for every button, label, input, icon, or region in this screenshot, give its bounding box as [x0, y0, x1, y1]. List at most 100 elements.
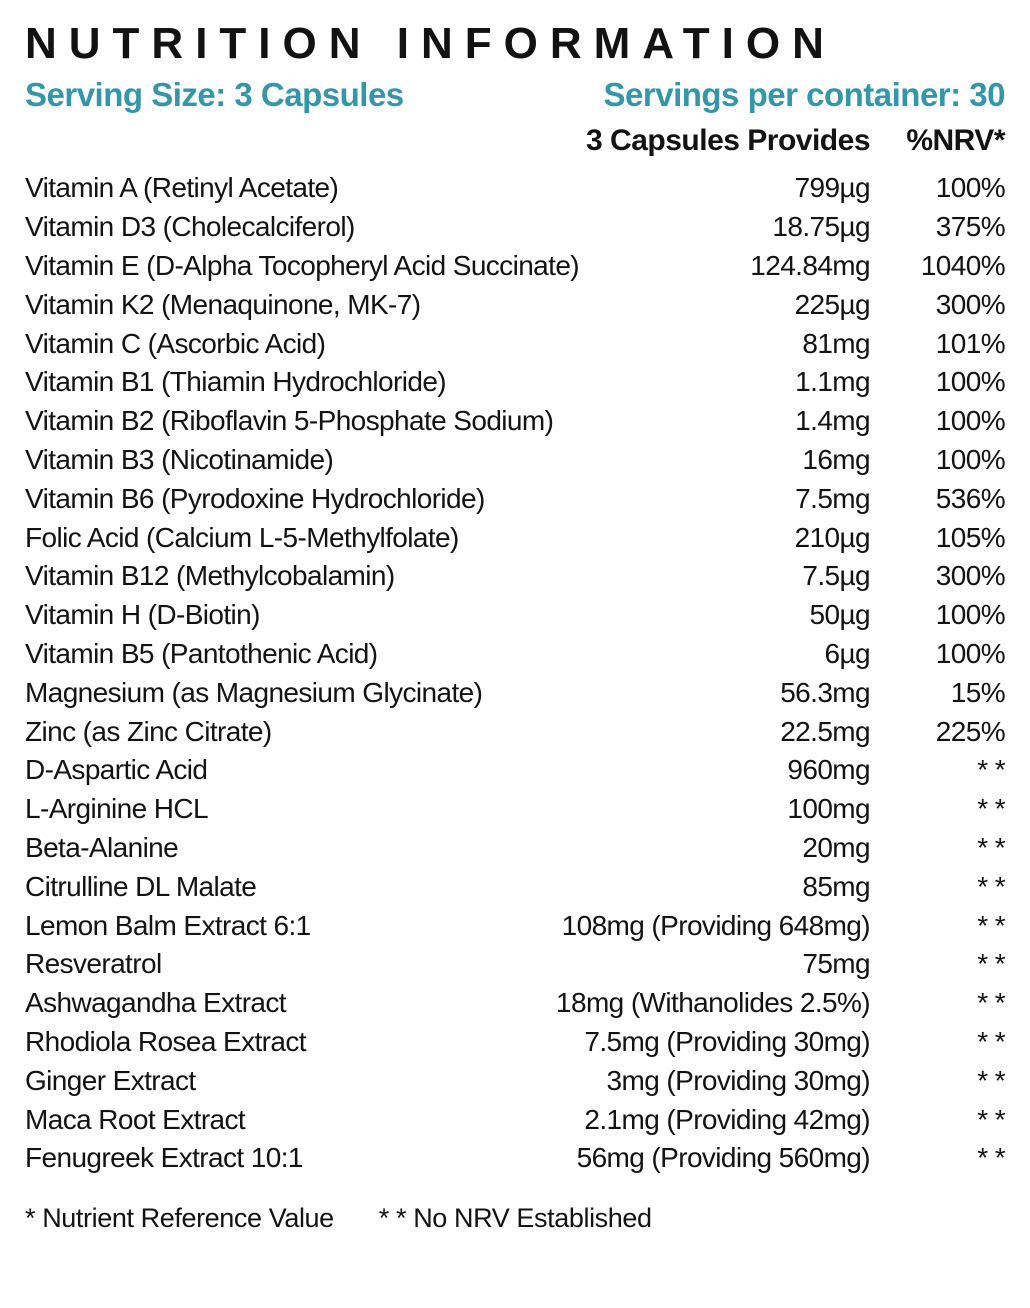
nutrient-amount: 799µg — [794, 172, 871, 204]
nutrient-row: Vitamin E (D-Alpha Tocopheryl Acid Succi… — [25, 249, 1006, 289]
nutrient-amount: 85mg — [802, 870, 870, 902]
nutrient-name: Vitamin B6 (Pyrodoxine Hydrochloride) — [25, 482, 485, 514]
nutrient-nrv: * * — [977, 793, 1005, 825]
nutrient-nrv: 300% — [935, 288, 1006, 320]
nutrient-amount: 81mg — [802, 327, 870, 359]
nutrient-row: L-Arginine HCL 100mg * * — [25, 793, 1006, 832]
nutrient-amount: 2.1mg (Providing 42mg) — [584, 1103, 870, 1135]
nutrient-nrv: * * — [977, 909, 1005, 941]
nutrient-name: Vitamin B5 (Pantothenic Acid) — [25, 637, 378, 669]
nutrient-amount: 56.3mg — [780, 676, 870, 708]
nutrient-name: Vitamin H (D-Biotin) — [25, 599, 260, 631]
nutrient-nrv: 100% — [935, 599, 1006, 631]
footnotes-line: * Nutrient Reference Value * * No NRV Es… — [25, 1203, 1005, 1234]
nutrient-row: Vitamin B5 (Pantothenic Acid) 6µg 100% — [25, 637, 1006, 677]
nutrient-row: Folic Acid (Calcium L-5-Methylfolate) 21… — [25, 521, 1006, 561]
nutrition-label-panel: NUTRITION INFORMATION Serving Size: 3 Ca… — [25, 19, 1006, 1234]
nutrient-nrv: 100% — [935, 366, 1006, 398]
nutrient-nrv: 225% — [935, 715, 1006, 747]
nutrient-nrv: * * — [977, 831, 1005, 863]
nutrient-nrv: * * — [977, 1025, 1005, 1057]
nutrient-nrv: * * — [977, 1142, 1005, 1174]
nutrient-nrv: * * — [977, 870, 1005, 902]
nutrient-row: Vitamin B2 (Riboflavin 5-Phosphate Sodiu… — [25, 405, 1006, 444]
nutrient-nrv: 100% — [935, 443, 1006, 475]
nutrient-name: Vitamin B1 (Thiamin Hydrochloride) — [25, 366, 447, 398]
nutrient-row: Vitamin D3 (Cholecalciferol) 18.75µg 375… — [25, 211, 1006, 250]
nutrient-amount: 225µg — [794, 288, 871, 320]
nutrient-nrv: * * — [977, 754, 1005, 786]
nutrient-amount: 1.4mg — [795, 405, 870, 437]
nutrient-name: Lemon Balm Extract 6:1 — [25, 909, 311, 941]
nutrient-amount: 3mg (Providing 30mg) — [606, 1064, 871, 1096]
serving-size-text: Serving Size: 3 Capsules — [25, 76, 404, 114]
table-column-header: 3 Capsules Provides %NRV* — [25, 124, 1005, 158]
footnote-no-nrv-established: * * No NRV Established — [378, 1203, 652, 1234]
nutrient-amount: 16mg — [802, 443, 870, 475]
footnote-nutrient-reference-value: * Nutrient Reference Value — [25, 1203, 334, 1234]
nutrient-nrv: * * — [977, 948, 1005, 980]
nutrient-name: Vitamin K2 (Menaquinone, MK-7) — [25, 288, 421, 320]
nutrient-row: Vitamin K2 (Menaquinone, MK-7) 225µg 300… — [25, 288, 1006, 328]
nutrient-row: Resveratrol 75mg * * — [25, 948, 1006, 987]
nutrient-amount: 100mg — [787, 793, 870, 825]
nutrient-name: Zinc (as Zinc Citrate) — [25, 715, 272, 747]
nutrient-row: Zinc (as Zinc Citrate) 22.5mg 225% — [25, 715, 1006, 755]
column-header-nrv: %NRV* — [906, 124, 1005, 158]
nutrient-row: Vitamin B12 (Methylcobalamin) 7.5µg 300% — [25, 560, 1006, 599]
nutrient-nrv: 105% — [935, 521, 1006, 553]
nutrient-row: Vitamin A (Retinyl Acetate) 799µg 100% — [25, 172, 1006, 211]
nutrient-row: Vitamin B1 (Thiamin Hydrochloride) 1.1mg… — [25, 366, 1006, 405]
nutrient-name: Magnesium (as Magnesium Glycinate) — [25, 676, 483, 708]
nutrient-amount: 7.5µg — [802, 560, 870, 592]
nutrient-row: Magnesium (as Magnesium Glycinate) 56.3m… — [25, 676, 1006, 716]
nutrient-nrv: * * — [977, 987, 1005, 1019]
nutrient-name: Maca Root Extract — [25, 1103, 246, 1135]
nutrient-name: Beta-Alanine — [25, 831, 179, 863]
nutrient-row: Fenugreek Extract 10:1 56mg (Providing 5… — [25, 1142, 1006, 1181]
nutrient-nrv: 1040% — [920, 249, 1006, 281]
nutrition-table-body: Vitamin A (Retinyl Acetate) 799µg 100% V… — [25, 172, 1006, 1181]
nutrient-name: Vitamin B12 (Methylcobalamin) — [25, 560, 395, 592]
column-header-amount: 3 Capsules Provides — [586, 124, 870, 158]
nutrient-name: Resveratrol — [25, 948, 162, 980]
nutrient-row: Lemon Balm Extract 6:1 108mg (Providing … — [25, 909, 1006, 949]
nutrient-nrv: 15% — [950, 676, 1006, 708]
nutrient-amount: 75mg — [802, 948, 870, 980]
nutrient-amount: 56mg (Providing 560mg) — [576, 1142, 871, 1174]
nutrient-amount: 1.1mg — [795, 366, 870, 398]
nutrient-amount: 960mg — [787, 754, 870, 786]
nutrient-nrv: 375% — [935, 211, 1006, 243]
nutrient-name: D-Aspartic Acid — [25, 754, 208, 786]
nutrient-nrv: 100% — [935, 637, 1006, 669]
nutrient-row: Beta-Alanine 20mg * * — [25, 831, 1006, 871]
nutrient-amount: 22.5mg — [780, 715, 870, 747]
nutrient-name: Folic Acid (Calcium L-5-Methylfolate) — [25, 521, 459, 553]
nutrient-row: Maca Root Extract 2.1mg (Providing 42mg)… — [25, 1103, 1006, 1143]
nutrient-amount: 7.5mg — [795, 482, 870, 514]
nutrient-amount: 7.5mg (Providing 30mg) — [584, 1025, 870, 1057]
nutrient-amount: 210µg — [794, 521, 871, 553]
nutrient-amount: 18.75µg — [772, 211, 870, 243]
nutrient-name: L-Arginine HCL — [25, 793, 209, 825]
nutrient-name: Citrulline DL Malate — [25, 870, 257, 902]
nutrient-name: Vitamin E (D-Alpha Tocopheryl Acid Succi… — [25, 249, 580, 281]
nutrient-row: Ashwagandha Extract 18mg (Withanolides 2… — [25, 987, 1006, 1026]
nutrient-nrv: 100% — [935, 405, 1006, 437]
nutrient-name: Vitamin D3 (Cholecalciferol) — [25, 211, 355, 243]
nutrient-name: Ashwagandha Extract — [25, 987, 287, 1019]
nutrient-row: Ginger Extract 3mg (Providing 30mg) * * — [25, 1064, 1006, 1104]
nutrient-amount: 50µg — [809, 599, 871, 631]
nutrient-name: Ginger Extract — [25, 1064, 196, 1096]
nutrient-row: Vitamin B6 (Pyrodoxine Hydrochloride) 7.… — [25, 482, 1006, 522]
servings-per-container-text: Servings per container: 30 — [603, 76, 1006, 114]
nutrient-nrv: 536% — [935, 482, 1006, 514]
nutrient-name: Vitamin A (Retinyl Acetate) — [25, 172, 339, 204]
nutrient-row: Vitamin B3 (Nicotinamide) 16mg 100% — [25, 443, 1006, 483]
nutrient-amount: 18mg (Withanolides 2.5%) — [556, 987, 871, 1019]
nutrient-nrv: 101% — [935, 327, 1006, 359]
nutrient-name: Rhodiola Rosea Extract — [25, 1025, 307, 1057]
nutrient-row: Rhodiola Rosea Extract 7.5mg (Providing … — [25, 1025, 1006, 1065]
nutrient-nrv: * * — [977, 1064, 1005, 1096]
page-title: NUTRITION INFORMATION — [25, 19, 836, 68]
